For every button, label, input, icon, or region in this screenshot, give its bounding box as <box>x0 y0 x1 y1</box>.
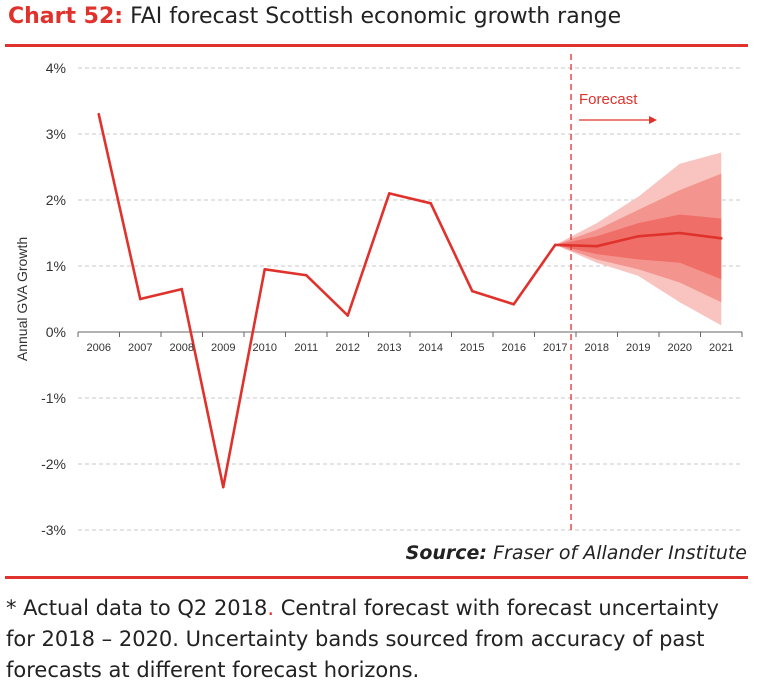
x-tick-label: 2020 <box>668 342 692 354</box>
data-point <box>346 314 350 317</box>
forecast-bands <box>555 152 722 326</box>
y-tick-label: -3% <box>41 522 66 538</box>
data-point <box>180 287 184 291</box>
data-point <box>97 112 101 116</box>
data-point <box>429 202 433 205</box>
footnote-dot: . <box>267 596 275 620</box>
source-note: Source: Fraser of Allander Institute <box>406 542 747 564</box>
footnote-part1: * Actual data to Q2 2018 <box>6 596 268 620</box>
source-text: Fraser of Allander Institute <box>493 542 747 564</box>
series-line-layer <box>97 112 723 489</box>
data-point <box>470 289 474 293</box>
data-point <box>636 235 640 238</box>
data-point <box>678 231 682 235</box>
footnote-part2: Central forecast with forecast uncertain… <box>6 596 719 682</box>
chart-title: Chart 52: FAI forecast Scottish economic… <box>8 4 621 29</box>
chart-title-text: FAI forecast Scottish economic growth ra… <box>130 4 622 29</box>
x-tick-label: 2012 <box>336 342 360 354</box>
data-point <box>595 244 599 248</box>
source-label: Source: <box>405 542 488 564</box>
y-tick-label: 1% <box>46 258 66 274</box>
x-tick-label: 2006 <box>87 342 111 354</box>
y-tick-label: -2% <box>41 456 66 472</box>
y-tick-label: 2% <box>46 192 66 208</box>
x-tick-label: 2016 <box>502 342 526 354</box>
x-tick-label: 2019 <box>626 342 650 354</box>
grid-layer <box>78 67 742 531</box>
title-divider <box>5 44 748 47</box>
axes <box>77 54 743 530</box>
data-point <box>263 268 267 271</box>
data-point <box>512 302 516 306</box>
data-point <box>553 243 557 247</box>
forecast-arrow-head <box>649 116 658 124</box>
data-point <box>138 297 142 301</box>
x-tick-label: 2021 <box>709 342 733 354</box>
data-point <box>304 273 308 277</box>
x-tick-label: 2013 <box>377 342 401 354</box>
footnote: * Actual data to Q2 2018. Central foreca… <box>6 593 751 686</box>
x-tick-label: 2008 <box>170 342 194 354</box>
x-tick-label: 2018 <box>585 342 609 354</box>
data-point <box>387 192 391 195</box>
x-tick-label: 2011 <box>294 342 318 354</box>
y-tick-label: 3% <box>46 126 66 142</box>
y-tick-label: 0% <box>46 324 66 340</box>
x-tick-label: 2015 <box>460 342 484 354</box>
forecast-band-inner <box>555 214 722 280</box>
forecast-label: Forecast <box>579 91 638 108</box>
x-tick-label: 2014 <box>419 342 443 354</box>
y-tick-label: -1% <box>41 390 66 406</box>
growth-chart: 4% 3% 2% 1% 0% -1% -2% -3% 2006 2007 2008 2009 2010 2… <box>14 54 743 538</box>
data-point <box>221 485 225 489</box>
x-tick-label: 2017 <box>543 342 567 354</box>
series-line <box>97 113 722 489</box>
x-tick-label: 2010 <box>253 342 277 354</box>
chart-number: Chart 52: <box>8 4 124 29</box>
data-point <box>719 236 723 240</box>
x-tick-label: 2009 <box>211 342 235 354</box>
y-axis-title: Annual GVA Growth <box>14 237 30 361</box>
source-divider <box>5 576 748 579</box>
x-tick-label: 2007 <box>128 342 152 354</box>
y-tick-label: 4% <box>46 60 66 76</box>
labels-layer: 4% 3% 2% 1% 0% -1% -2% -3% 2006 2007 2008 2009 2010 2… <box>14 60 733 538</box>
